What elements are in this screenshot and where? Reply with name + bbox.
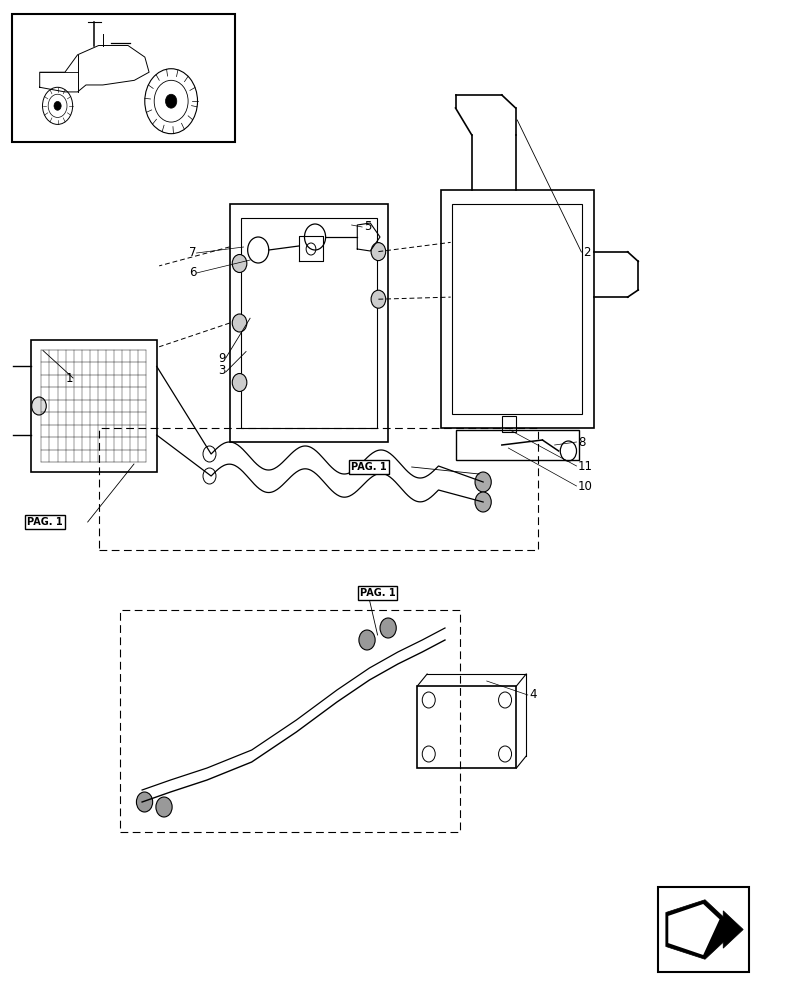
Text: PAG. 1: PAG. 1 — [350, 462, 386, 472]
Text: 10: 10 — [577, 480, 592, 492]
Circle shape — [156, 797, 172, 817]
Bar — [455, 430, 578, 460]
Circle shape — [474, 472, 491, 492]
Text: 4: 4 — [529, 688, 536, 702]
Text: PAG. 1: PAG. 1 — [27, 517, 62, 527]
Text: 1: 1 — [66, 371, 73, 384]
Circle shape — [136, 792, 152, 812]
Bar — [440, 190, 593, 428]
Text: 9: 9 — [218, 352, 225, 364]
Text: 11: 11 — [577, 460, 592, 473]
Circle shape — [371, 243, 385, 261]
Bar — [120, 610, 459, 832]
Bar — [452, 204, 581, 414]
Bar — [230, 204, 388, 442]
Circle shape — [165, 94, 177, 108]
Text: 5: 5 — [363, 221, 371, 233]
Text: 7: 7 — [189, 246, 196, 259]
Text: PAG. 1: PAG. 1 — [359, 588, 395, 598]
Bar — [417, 686, 516, 768]
Circle shape — [232, 373, 247, 391]
Circle shape — [32, 397, 46, 415]
Circle shape — [54, 101, 61, 110]
Text: 8: 8 — [577, 436, 585, 448]
Bar — [241, 218, 376, 428]
Bar — [12, 14, 235, 142]
Circle shape — [474, 492, 491, 512]
Circle shape — [371, 290, 385, 308]
Text: 6: 6 — [189, 266, 196, 279]
Bar — [657, 887, 748, 972]
Text: 3: 3 — [218, 363, 225, 376]
Text: 2: 2 — [582, 245, 590, 258]
Circle shape — [380, 618, 396, 638]
Circle shape — [358, 630, 375, 650]
Polygon shape — [665, 900, 742, 959]
Polygon shape — [667, 904, 719, 955]
Circle shape — [232, 254, 247, 272]
Circle shape — [232, 314, 247, 332]
Bar — [99, 428, 537, 550]
Bar — [501, 416, 516, 432]
Bar — [31, 340, 157, 472]
